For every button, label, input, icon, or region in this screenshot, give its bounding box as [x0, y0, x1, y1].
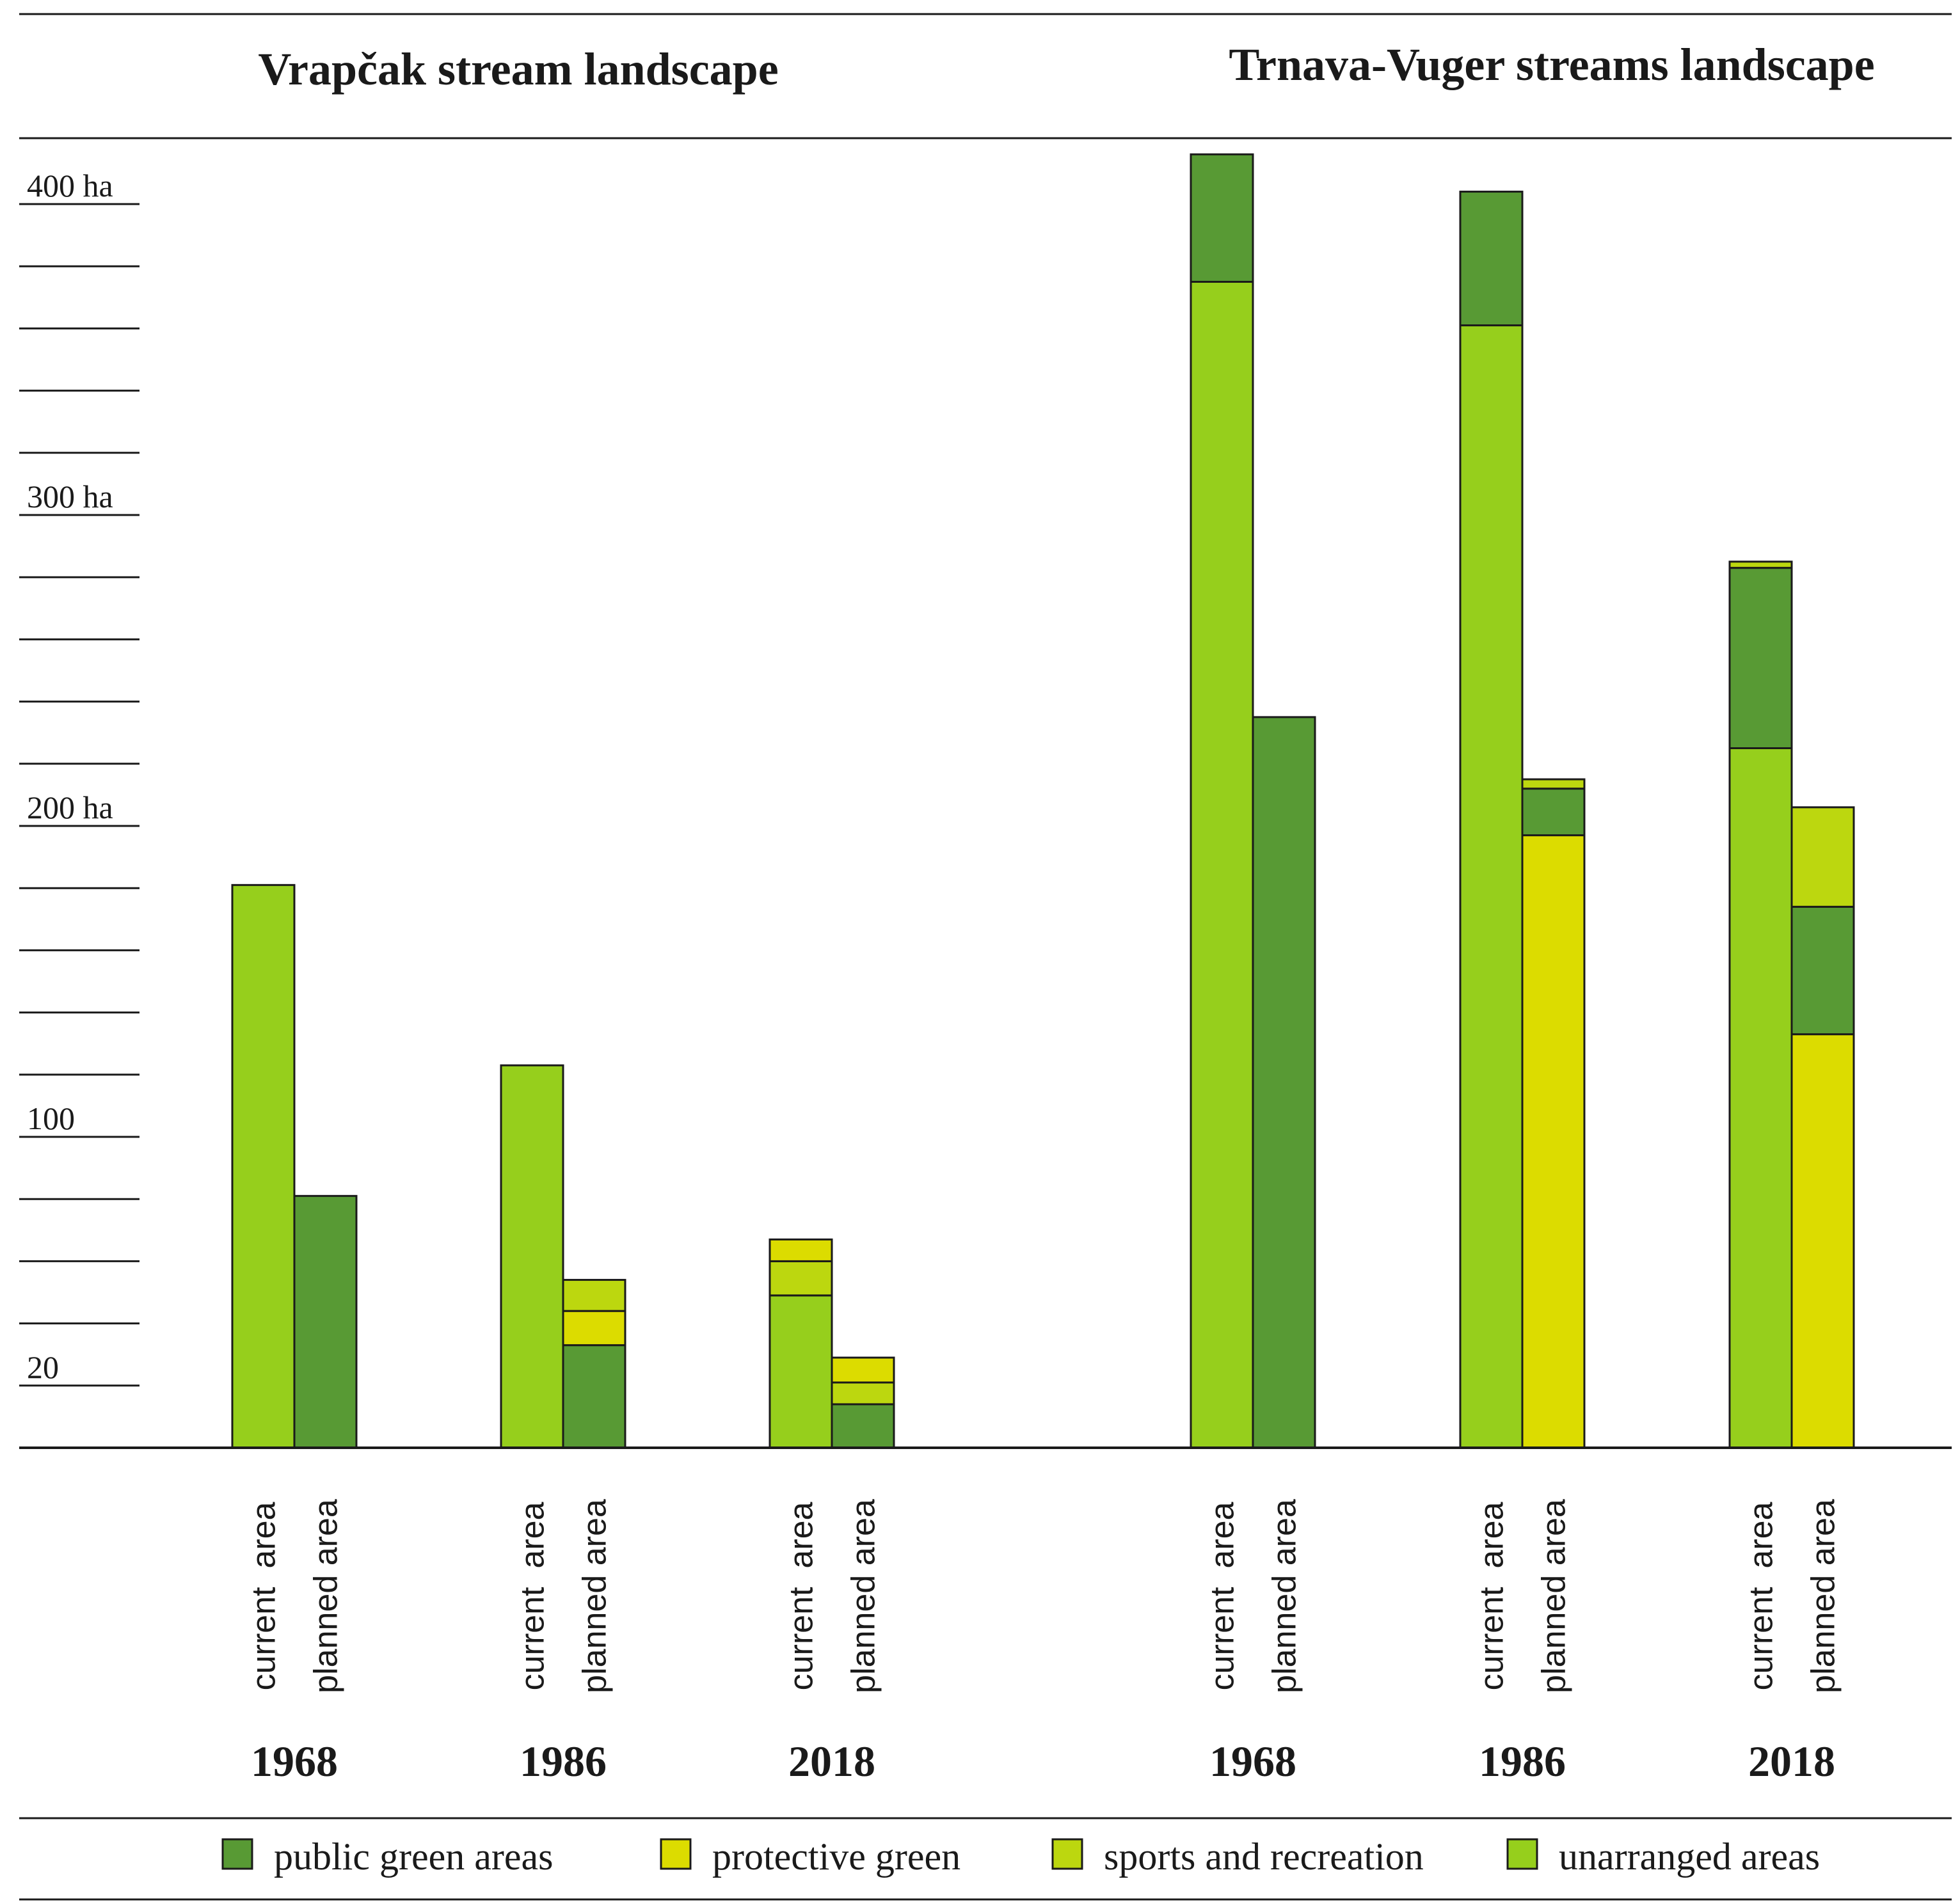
- bar-vrap-ak-stream-landscape-1986-planned-protective-green: [562, 1310, 626, 1347]
- y-tick-label-100: 100: [27, 1100, 75, 1136]
- bar-vrap-ak-stream-landscape-1986-planned-sports-and-recreation: [562, 1279, 626, 1312]
- bar-trnava-vuger-streams-landscape-2018-current-unarranged-areas: [1728, 747, 1793, 1449]
- bar-vrap-ak-stream-landscape-2018-planned-public-green-areas: [831, 1403, 895, 1449]
- bar-trnava-vuger-streams-landscape-1986-current-public-green-areas: [1459, 191, 1524, 327]
- bar-label-vrap-ak-stream-landscape-1986-planned: planned area: [577, 1499, 614, 1693]
- bar-trnava-vuger-streams-landscape-1968-current-unarranged-areas: [1190, 281, 1254, 1449]
- bar-trnava-vuger-streams-landscape-2018-current-sports-and-recreation: [1728, 560, 1793, 569]
- legend-label-protective-green: protective green: [712, 1835, 960, 1878]
- legend-label-unarranged-areas: unarranged areas: [1559, 1835, 1820, 1878]
- bar-trnava-vuger-streams-landscape-2018-planned-protective-green: [1790, 1033, 1855, 1449]
- bar-vrap-ak-stream-landscape-1986-planned-public-green-areas: [562, 1344, 626, 1449]
- bar-label-vrap-ak-stream-landscape-2018-current: current area: [783, 1502, 820, 1691]
- bar-labels: current area planned area current area plan…: [246, 1499, 1842, 1693]
- bar-vrap-ak-stream-landscape-1986-current-unarranged-areas: [500, 1064, 564, 1449]
- bar-trnava-vuger-streams-landscape-1968-current-public-green-areas: [1190, 153, 1254, 283]
- bar-vrap-ak-stream-landscape-2018-current-unarranged-areas: [769, 1294, 833, 1449]
- bar-trnava-vuger-streams-landscape-1968-planned-public-green-areas: [1252, 716, 1316, 1449]
- bar-trnava-vuger-streams-landscape-1986-planned-protective-green: [1521, 834, 1586, 1449]
- bar-trnava-vuger-streams-landscape-1986-current-unarranged-areas: [1459, 324, 1524, 1449]
- legend-swatch-sports-and-recreation: [1051, 1838, 1083, 1870]
- legend-label-public-green-areas: public green areas: [274, 1835, 553, 1878]
- legend: public green areas protective green sports…: [221, 1835, 1820, 1878]
- bar-label-vrap-ak-stream-landscape-2018-planned: planned area: [845, 1499, 882, 1693]
- bars: [231, 153, 1855, 1449]
- y-tick-label-200: 200 ha: [27, 789, 113, 825]
- bar-label-trnava-vuger-streams-landscape-1968-planned: planned area: [1266, 1499, 1303, 1693]
- y-tick-label-20: 20: [27, 1349, 59, 1385]
- bar-vrap-ak-stream-landscape-2018-planned-sports-and-recreation: [831, 1381, 895, 1406]
- y-axis: 20 100 200 ha 300 ha 400 ha: [19, 168, 139, 1387]
- bar-vrap-ak-stream-landscape-2018-current-sports-and-recreation: [769, 1260, 833, 1297]
- bar-vrap-ak-stream-landscape-2018-planned-protective-green: [831, 1356, 895, 1384]
- bar-label-vrap-ak-stream-landscape-1968-planned: planned area: [308, 1499, 345, 1693]
- bar-vrap-ak-stream-landscape-1968-planned-public-green-areas: [293, 1194, 358, 1449]
- legend-label-sports-and-recreation: sports and recreation: [1104, 1835, 1424, 1878]
- bar-trnava-vuger-streams-landscape-1986-planned-sports-and-recreation: [1521, 778, 1586, 790]
- bar-label-vrap-ak-stream-landscape-1968-current: current area: [246, 1502, 283, 1691]
- year-labels: 1968 1986 2018 1968 1986 2018: [251, 1737, 1835, 1786]
- bar-vrap-ak-stream-landscape-2018-current-protective-green: [769, 1238, 833, 1262]
- y-tick-label-300: 300 ha: [27, 479, 113, 514]
- bar-trnava-vuger-streams-landscape-1986-planned-public-green-areas: [1521, 788, 1586, 837]
- bar-label-trnava-vuger-streams-landscape-1986-planned: planned area: [1536, 1499, 1573, 1693]
- year-label-trnava-vuger-streams-landscape-1968: 1968: [1209, 1737, 1296, 1786]
- year-label-vrap-ak-stream-landscape-2018: 2018: [788, 1737, 875, 1786]
- panel-title-vrapcak: Vrapčak stream landscape: [258, 44, 778, 95]
- panel-title-trnava-vuger: Trnava-Vuger streams landscape: [1229, 39, 1874, 90]
- bar-label-trnava-vuger-streams-landscape-2018-planned: planned area: [1805, 1499, 1842, 1693]
- bar-trnava-vuger-streams-landscape-2018-planned-sports-and-recreation: [1790, 806, 1855, 908]
- year-label-trnava-vuger-streams-landscape-1986: 1986: [1479, 1737, 1566, 1786]
- bar-label-trnava-vuger-streams-landscape-1986-current: current area: [1474, 1502, 1511, 1691]
- year-label-trnava-vuger-streams-landscape-2018: 2018: [1748, 1737, 1835, 1786]
- legend-swatch-unarranged-areas: [1506, 1838, 1538, 1870]
- bar-label-trnava-vuger-streams-landscape-2018-current: current area: [1743, 1502, 1780, 1691]
- bar-label-vrap-ak-stream-landscape-1986-current: current area: [514, 1502, 552, 1691]
- bar-trnava-vuger-streams-landscape-2018-current-public-green-areas: [1728, 567, 1793, 749]
- legend-swatch-public-green-areas: [221, 1838, 253, 1870]
- bar-vrap-ak-stream-landscape-1968-current-unarranged-areas: [231, 884, 296, 1449]
- year-label-vrap-ak-stream-landscape-1986: 1986: [520, 1737, 607, 1786]
- bar-trnava-vuger-streams-landscape-2018-planned-public-green-areas: [1790, 905, 1855, 1036]
- legend-swatch-protective-green: [660, 1838, 692, 1870]
- bar-label-trnava-vuger-streams-landscape-1968-current: current area: [1204, 1502, 1241, 1691]
- year-label-vrap-ak-stream-landscape-1968: 1968: [251, 1737, 338, 1786]
- y-tick-label-400: 400 ha: [27, 168, 113, 203]
